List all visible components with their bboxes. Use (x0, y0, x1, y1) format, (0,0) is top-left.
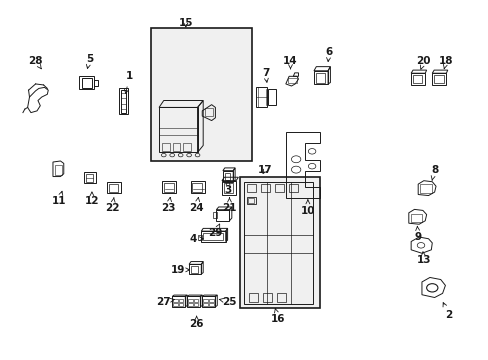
Bar (189, 264, 201, 274)
Bar (208, 298, 213, 302)
Bar (410, 214, 422, 222)
Bar (277, 293, 285, 302)
Bar (188, 303, 192, 306)
Bar (191, 266, 198, 273)
Text: 17: 17 (258, 165, 272, 175)
Bar (107, 182, 121, 193)
Text: 3: 3 (224, 181, 231, 195)
Text: 28: 28 (28, 56, 43, 69)
Bar (183, 143, 190, 150)
Bar (55, 166, 62, 175)
Bar (172, 143, 180, 150)
Bar (179, 303, 183, 306)
Bar (187, 297, 200, 307)
Bar (208, 303, 213, 306)
Bar (412, 75, 422, 83)
Text: 14: 14 (283, 56, 297, 69)
Bar (261, 184, 270, 192)
Bar (248, 198, 254, 203)
Text: 9: 9 (414, 226, 421, 242)
Bar (190, 181, 204, 193)
Bar (256, 87, 266, 107)
Bar (193, 298, 198, 302)
Bar (193, 303, 198, 306)
Bar (203, 303, 207, 306)
Bar (433, 75, 443, 83)
Text: 5: 5 (86, 54, 93, 68)
Bar (79, 76, 94, 89)
Bar (119, 89, 128, 114)
Bar (246, 197, 256, 204)
Bar (84, 172, 96, 184)
Bar (173, 298, 178, 302)
Bar (172, 297, 185, 307)
Text: 20: 20 (416, 56, 430, 69)
Text: 8: 8 (430, 165, 437, 180)
Bar (188, 298, 192, 302)
Bar (239, 176, 319, 308)
Bar (313, 71, 327, 84)
Bar (203, 233, 223, 240)
Bar (224, 183, 233, 193)
Text: 22: 22 (104, 198, 119, 213)
Text: 11: 11 (52, 191, 66, 206)
Text: 26: 26 (189, 316, 203, 329)
Text: 24: 24 (189, 197, 203, 213)
Bar (419, 184, 431, 193)
Bar (159, 107, 197, 152)
Bar (86, 174, 93, 182)
Bar (164, 183, 173, 192)
Bar (204, 108, 213, 116)
Text: 2: 2 (442, 303, 451, 320)
Bar (263, 293, 271, 302)
Bar (162, 181, 176, 193)
Text: 23: 23 (161, 197, 175, 213)
Bar (216, 210, 229, 221)
Text: 19: 19 (170, 265, 189, 275)
Bar (246, 184, 256, 192)
Bar (121, 90, 126, 113)
Bar (267, 89, 275, 105)
Bar (431, 73, 446, 85)
Bar (288, 184, 298, 192)
Bar (212, 212, 217, 218)
Bar (203, 298, 207, 302)
Bar (94, 80, 98, 86)
Bar (410, 73, 425, 85)
Text: 29: 29 (208, 224, 222, 238)
Text: 15: 15 (178, 18, 193, 28)
Bar (197, 235, 202, 240)
Text: 18: 18 (438, 56, 453, 69)
Bar (274, 184, 284, 192)
Bar (179, 298, 183, 302)
Text: 21: 21 (222, 198, 236, 213)
Bar (81, 78, 92, 88)
Bar (287, 78, 296, 83)
Text: 1: 1 (124, 71, 133, 94)
Text: 7: 7 (262, 68, 269, 82)
Bar (223, 171, 233, 182)
Bar (173, 303, 178, 306)
Bar (150, 28, 251, 161)
Text: 25: 25 (219, 297, 236, 307)
Bar (222, 181, 236, 194)
Bar (202, 297, 215, 307)
Bar (249, 293, 257, 302)
Text: 12: 12 (84, 192, 99, 206)
Text: 13: 13 (416, 252, 430, 265)
Bar (192, 183, 202, 192)
Bar (162, 143, 169, 150)
Text: 16: 16 (270, 309, 285, 324)
Text: 27: 27 (156, 297, 174, 307)
Bar (109, 184, 118, 192)
Text: 4: 4 (189, 234, 203, 244)
Bar (243, 182, 312, 305)
Bar (315, 73, 325, 82)
Bar (224, 173, 230, 180)
Text: 6: 6 (325, 47, 332, 62)
Text: 10: 10 (300, 200, 314, 216)
Bar (201, 231, 225, 242)
